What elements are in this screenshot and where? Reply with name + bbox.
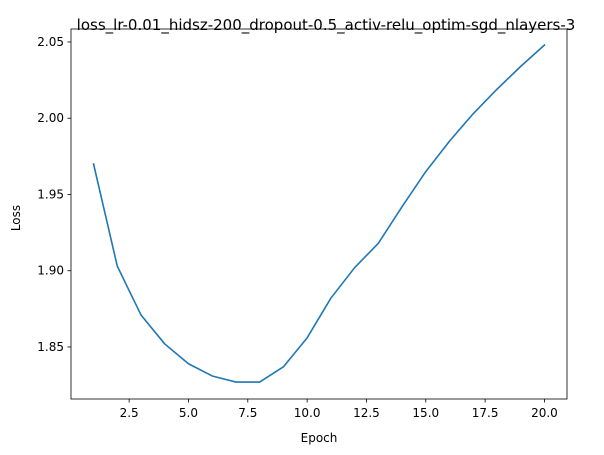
y-axis-label: Loss (9, 205, 23, 231)
y-axis-ticks: 1.85 1.90 1.95 2.00 2.05 (37, 35, 71, 354)
x-axis-label: Epoch (301, 431, 338, 445)
x-tick-label: 15.0 (412, 406, 439, 420)
y-tick-label: 2.05 (37, 35, 64, 49)
loss-series-line (92, 43, 546, 383)
x-axis-ticks: 2.5 5.0 7.5 10.0 12.5 15.0 17.5 20.0 (120, 399, 558, 420)
x-tick-label: 12.5 (353, 406, 380, 420)
x-tick-label: 10.0 (294, 406, 321, 420)
series-layer (92, 43, 546, 383)
y-tick-label: 1.95 (37, 187, 64, 201)
x-tick-label: 5.0 (179, 406, 198, 420)
y-tick-label: 1.85 (37, 340, 64, 354)
x-tick-label: 2.5 (120, 406, 139, 420)
x-tick-label: 17.5 (472, 406, 499, 420)
x-tick-label: 20.0 (531, 406, 558, 420)
x-tick-label: 7.5 (238, 406, 257, 420)
y-tick-label: 2.00 (37, 111, 64, 125)
chart-title: loss_lr-0.01_hidsz-200_dropout-0.5_activ… (77, 16, 576, 35)
y-tick-label: 1.90 (37, 264, 64, 278)
plot-area-frame (70, 28, 568, 400)
